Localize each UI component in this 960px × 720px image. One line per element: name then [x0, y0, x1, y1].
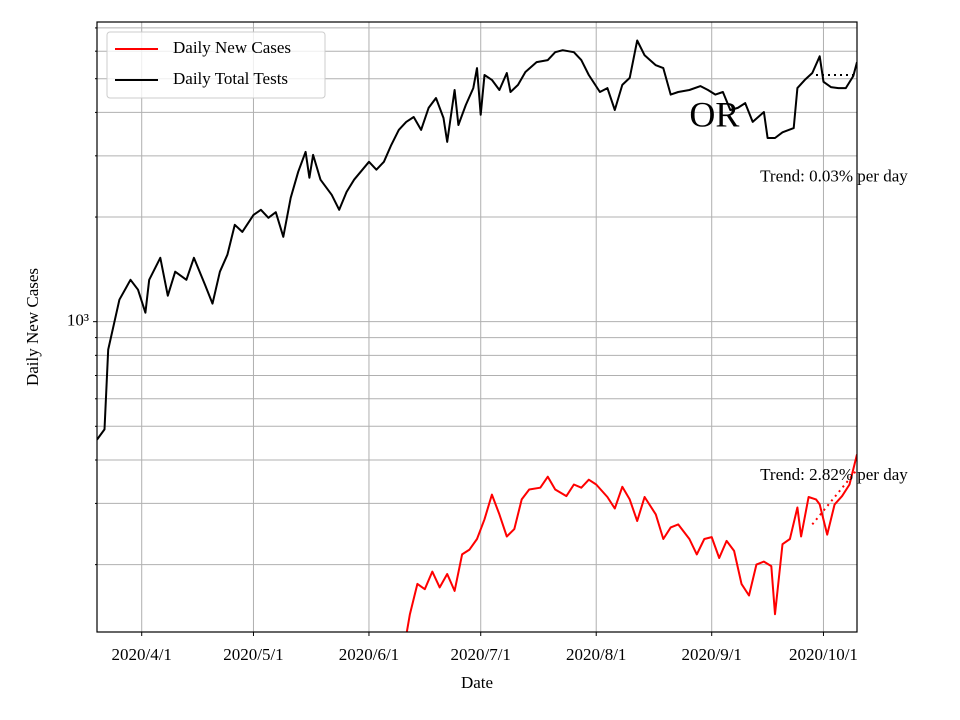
x-axis-label: Date [461, 673, 493, 692]
x-tick-label: 2020/10/1 [789, 645, 858, 664]
x-tick-label: 2020/8/1 [566, 645, 626, 664]
legend-label: Daily New Cases [173, 38, 291, 57]
annotation: Trend: 2.82% per day [760, 465, 908, 484]
annotation: Trend: 0.03% per day [760, 166, 908, 185]
annotation: OR [689, 94, 739, 134]
legend: Daily New Cases Daily Total Tests [106, 31, 326, 99]
y-tick-label: 10³ [67, 311, 89, 330]
x-tick-label: 2020/9/1 [681, 645, 741, 664]
legend-box [106, 31, 326, 99]
y-axis-label: Daily New Cases [23, 268, 42, 386]
x-tick-label: 2020/6/1 [339, 645, 399, 664]
x-tick-label: 2020/7/1 [450, 645, 510, 664]
plot-frame [96, 21, 858, 633]
legend-label: Daily Total Tests [173, 69, 288, 88]
x-tick-label: 2020/5/1 [223, 645, 283, 664]
series-line [405, 454, 857, 632]
x-tick-label: 2020/4/1 [111, 645, 171, 664]
series-line [97, 39, 857, 441]
